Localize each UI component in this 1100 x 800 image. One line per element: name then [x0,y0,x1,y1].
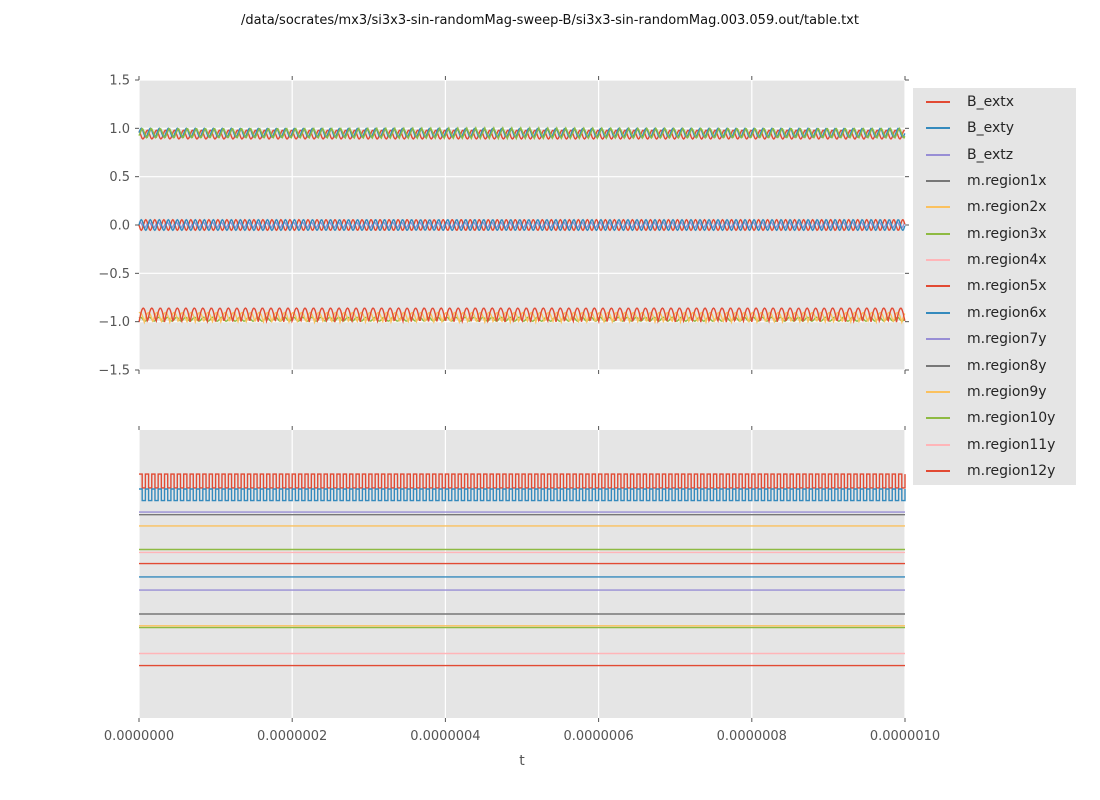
legend-label: m.region9y [967,384,1047,401]
legend-swatch-line [926,311,950,314]
legend-label: B_exty [967,120,1015,137]
legend-label: m.region4x [967,252,1047,269]
legend-label: m.region2x [967,199,1047,216]
legend-swatch-line [926,232,950,235]
legend-label: m.region11y [967,436,1056,453]
legend-entry: B_extz [913,141,1076,167]
legend-entry: B_exty [913,115,1076,141]
y-tick-label: 1.5 [109,74,130,89]
series-line-m.region3x [138,126,906,141]
y-tick-label: 1.0 [109,122,130,137]
y-tick-label: −1.0 [98,315,130,330]
legend-label: m.region3x [967,225,1047,242]
legend-entry: m.region10y [913,405,1076,431]
x-tick-label: 0.0000000 [104,729,174,744]
x-tick-label: 0.0000004 [410,729,480,744]
series-line-m.region5x [138,129,905,140]
legend-swatch-line [926,364,950,367]
legend-entry: m.region6x [913,300,1076,326]
legend-label: m.region1x [967,172,1047,189]
legend-entry: m.region8y [913,352,1076,378]
y-tick-label: −1.5 [98,364,130,379]
legend-entry: m.region4x [913,247,1076,273]
legend-swatch-line [926,417,950,420]
legend-swatch-line [926,443,950,446]
legend-label: B_extz [967,146,1014,163]
x-tick-label: 0.0000006 [563,729,633,744]
legend-label: B_extx [967,93,1015,110]
legend-entry: m.region1x [913,168,1076,194]
legend-swatch-line [926,285,950,288]
legend-label: m.region7y [967,331,1047,348]
series-line-m.region5x [139,473,906,489]
legend-entry: m.region11y [913,432,1076,458]
figure-title: /data/socrates/mx3/si3x3-sin-randomMag-s… [241,13,859,28]
subplot-bottom: 0.0000000 0.0000002 0.0000004 0.0000006 0.00… [104,426,940,744]
y-tick-label: 0.5 [109,170,130,185]
y-tick-label: 0.0 [109,219,130,234]
legend-entry: B_extx [913,89,1076,115]
y-tick-label: −0.5 [98,267,130,282]
legend-swatch-line [926,338,950,341]
x-tick-label: 0.0000010 [870,729,940,744]
x-tick-label: 0.0000008 [717,729,787,744]
legend-swatch-line [926,391,950,394]
legend-swatch-line [926,470,950,473]
legend-entry: m.region7y [913,326,1076,352]
axes-background [139,430,905,718]
legend-entry: m.region9y [913,379,1076,405]
legend-swatch-line [926,153,950,156]
legend-swatch-line [926,206,950,209]
series-line-m.region9y [138,311,906,325]
x-tick-label: 0.0000002 [257,729,327,744]
legend-label: m.region8y [967,357,1047,374]
series-line-m.region12y [138,307,906,325]
series-line-B_exty [138,218,906,232]
legend-entry: m.region3x [913,221,1076,247]
legend-entry: m.region2x [913,194,1076,220]
legend-label: m.region10y [967,410,1056,427]
legend-label: m.region12y [967,463,1056,480]
legend-swatch-line [926,179,950,182]
legend-label: m.region5x [967,278,1047,295]
legend-swatch-line [926,127,950,130]
legend-swatch-line [926,259,950,262]
legend-entry: m.region12y [913,458,1076,484]
series-line-m.region6x [139,488,906,502]
x-axis-label: t [519,753,525,769]
legend: B_extx B_exty B_extz m.region1x m.region2x m.… [913,88,1076,485]
legend-swatch-line [926,100,950,103]
subplot-top: 1.5 1.0 0.5 0.0 −0.5 −1.0 −1.5 [98,74,909,379]
legend-entry: m.region5x [913,273,1076,299]
legend-label: m.region6x [967,304,1047,321]
